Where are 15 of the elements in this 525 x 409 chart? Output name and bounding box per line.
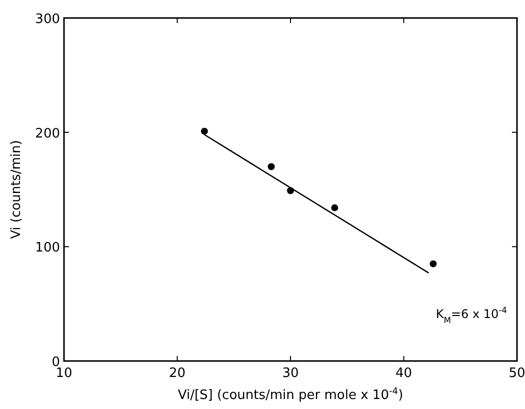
point: [200, 128, 208, 135]
point: [430, 260, 437, 268]
y-tick-label: 300: [35, 12, 60, 27]
x-tick-label: 30: [282, 366, 299, 381]
x-tick-label: 20: [168, 366, 186, 381]
point: [268, 163, 275, 170]
y-axis-title: Vi (counts/min): [9, 140, 24, 239]
x-tick-label: 40: [395, 366, 412, 381]
y-tick-label: 200: [35, 126, 60, 142]
annotation: K$_{M}$=6 x 10$^{-4}$: [436, 305, 507, 325]
x-tick-label: 10: [56, 366, 72, 381]
y-tick-label: 100: [35, 240, 60, 256]
point: [331, 204, 338, 212]
x-tick-label: 50: [508, 366, 525, 381]
x-axis-title: Vi/[S] (counts/min per mole x 10$^{-4}$): [178, 387, 404, 403]
